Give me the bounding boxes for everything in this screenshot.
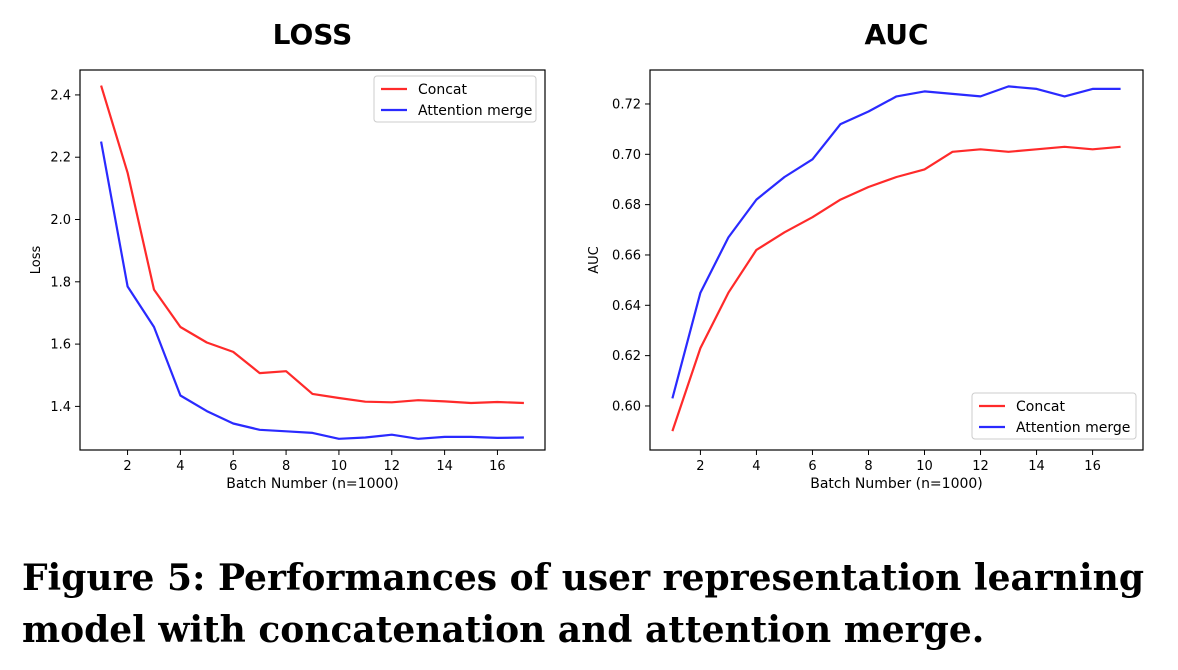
auc-chart: AUC 2 4 6 8 10 12 14 16 0.60 0.62 0.64 0.66 0.68 0.70 0… [587, 18, 1144, 492]
auc-y-axis-label: AUC [587, 246, 602, 274]
loss-chart-title: LOSS [273, 18, 353, 51]
loss-x-tick-label: 6 [229, 459, 237, 474]
loss-y-axis-label: Loss [29, 246, 44, 275]
auc-y-tick-label: 0.64 [612, 299, 641, 314]
loss-legend-label: Concat [418, 82, 467, 98]
auc-y-tick-label: 0.72 [612, 97, 641, 112]
loss-x-tick-label: 4 [176, 459, 184, 474]
loss-y-tick-label: 1.8 [50, 275, 71, 290]
loss-legend-label: Attention merge [418, 103, 532, 119]
loss-x-tick-label: 2 [123, 459, 131, 474]
auc-x-tick-label: 2 [696, 459, 704, 474]
auc-legend-label: Concat [1016, 399, 1065, 415]
auc-x-tick-label: 6 [808, 459, 816, 474]
loss-x-axis-label: Batch Number (n=1000) [226, 476, 399, 492]
auc-series-concat [671, 145, 1121, 432]
loss-y-tick-label: 2.0 [50, 213, 71, 228]
loss-x-tick-label: 12 [383, 459, 400, 474]
loss-y-tick-label: 2.4 [50, 88, 71, 103]
auc-y-tick-label: 0.68 [612, 198, 641, 213]
auc-legend-label: Attention merge [1016, 420, 1130, 436]
auc-y-tick-label: 0.62 [612, 349, 641, 364]
auc-legend: Concat Attention merge [971, 392, 1137, 440]
auc-y-tick-label: 0.66 [612, 248, 641, 263]
auc-series-attention-merge [671, 85, 1121, 399]
auc-x-axis-label: Batch Number (n=1000) [810, 476, 983, 492]
auc-x-tick-label: 4 [752, 459, 760, 474]
loss-x-tick-label: 16 [489, 459, 506, 474]
loss-legend-box [373, 75, 537, 123]
loss-legend: Concat Attention merge [373, 75, 537, 123]
loss-chart: LOSS 2 4 6 8 10 12 14 16 1.4 1.6 1.8 2.0 2.2 2.4 Batch … [29, 18, 546, 492]
auc-legend-box [971, 392, 1137, 440]
auc-plot-frame [649, 69, 1144, 451]
loss-series-attention-merge [100, 141, 524, 440]
loss-x-tick-label: 10 [331, 459, 348, 474]
loss-plot-frame [79, 69, 546, 451]
loss-x-tick-label: 8 [282, 459, 290, 474]
auc-y-tick-label: 0.70 [612, 148, 641, 163]
auc-y-tick-label: 0.60 [612, 399, 641, 414]
figure-caption: Figure 5: Performances of user represent… [22, 557, 1144, 651]
loss-y-tick-label: 1.4 [50, 400, 71, 415]
figure-charts: LOSS 2 4 6 8 10 12 14 16 1.4 1.6 1.8 2.0 2.2 2.4 Batch … [29, 18, 1144, 492]
loss-x-tick-label: 14 [436, 459, 453, 474]
auc-x-tick-label: 10 [916, 459, 933, 474]
auc-chart-title: AUC [864, 18, 928, 51]
auc-x-tick-label: 16 [1084, 459, 1101, 474]
loss-series-concat [100, 85, 524, 405]
auc-x-tick-label: 12 [972, 459, 989, 474]
auc-x-tick-label: 14 [1028, 459, 1045, 474]
loss-y-tick-label: 1.6 [50, 338, 71, 353]
auc-x-tick-label: 8 [864, 459, 872, 474]
loss-y-tick-label: 2.2 [50, 151, 71, 166]
